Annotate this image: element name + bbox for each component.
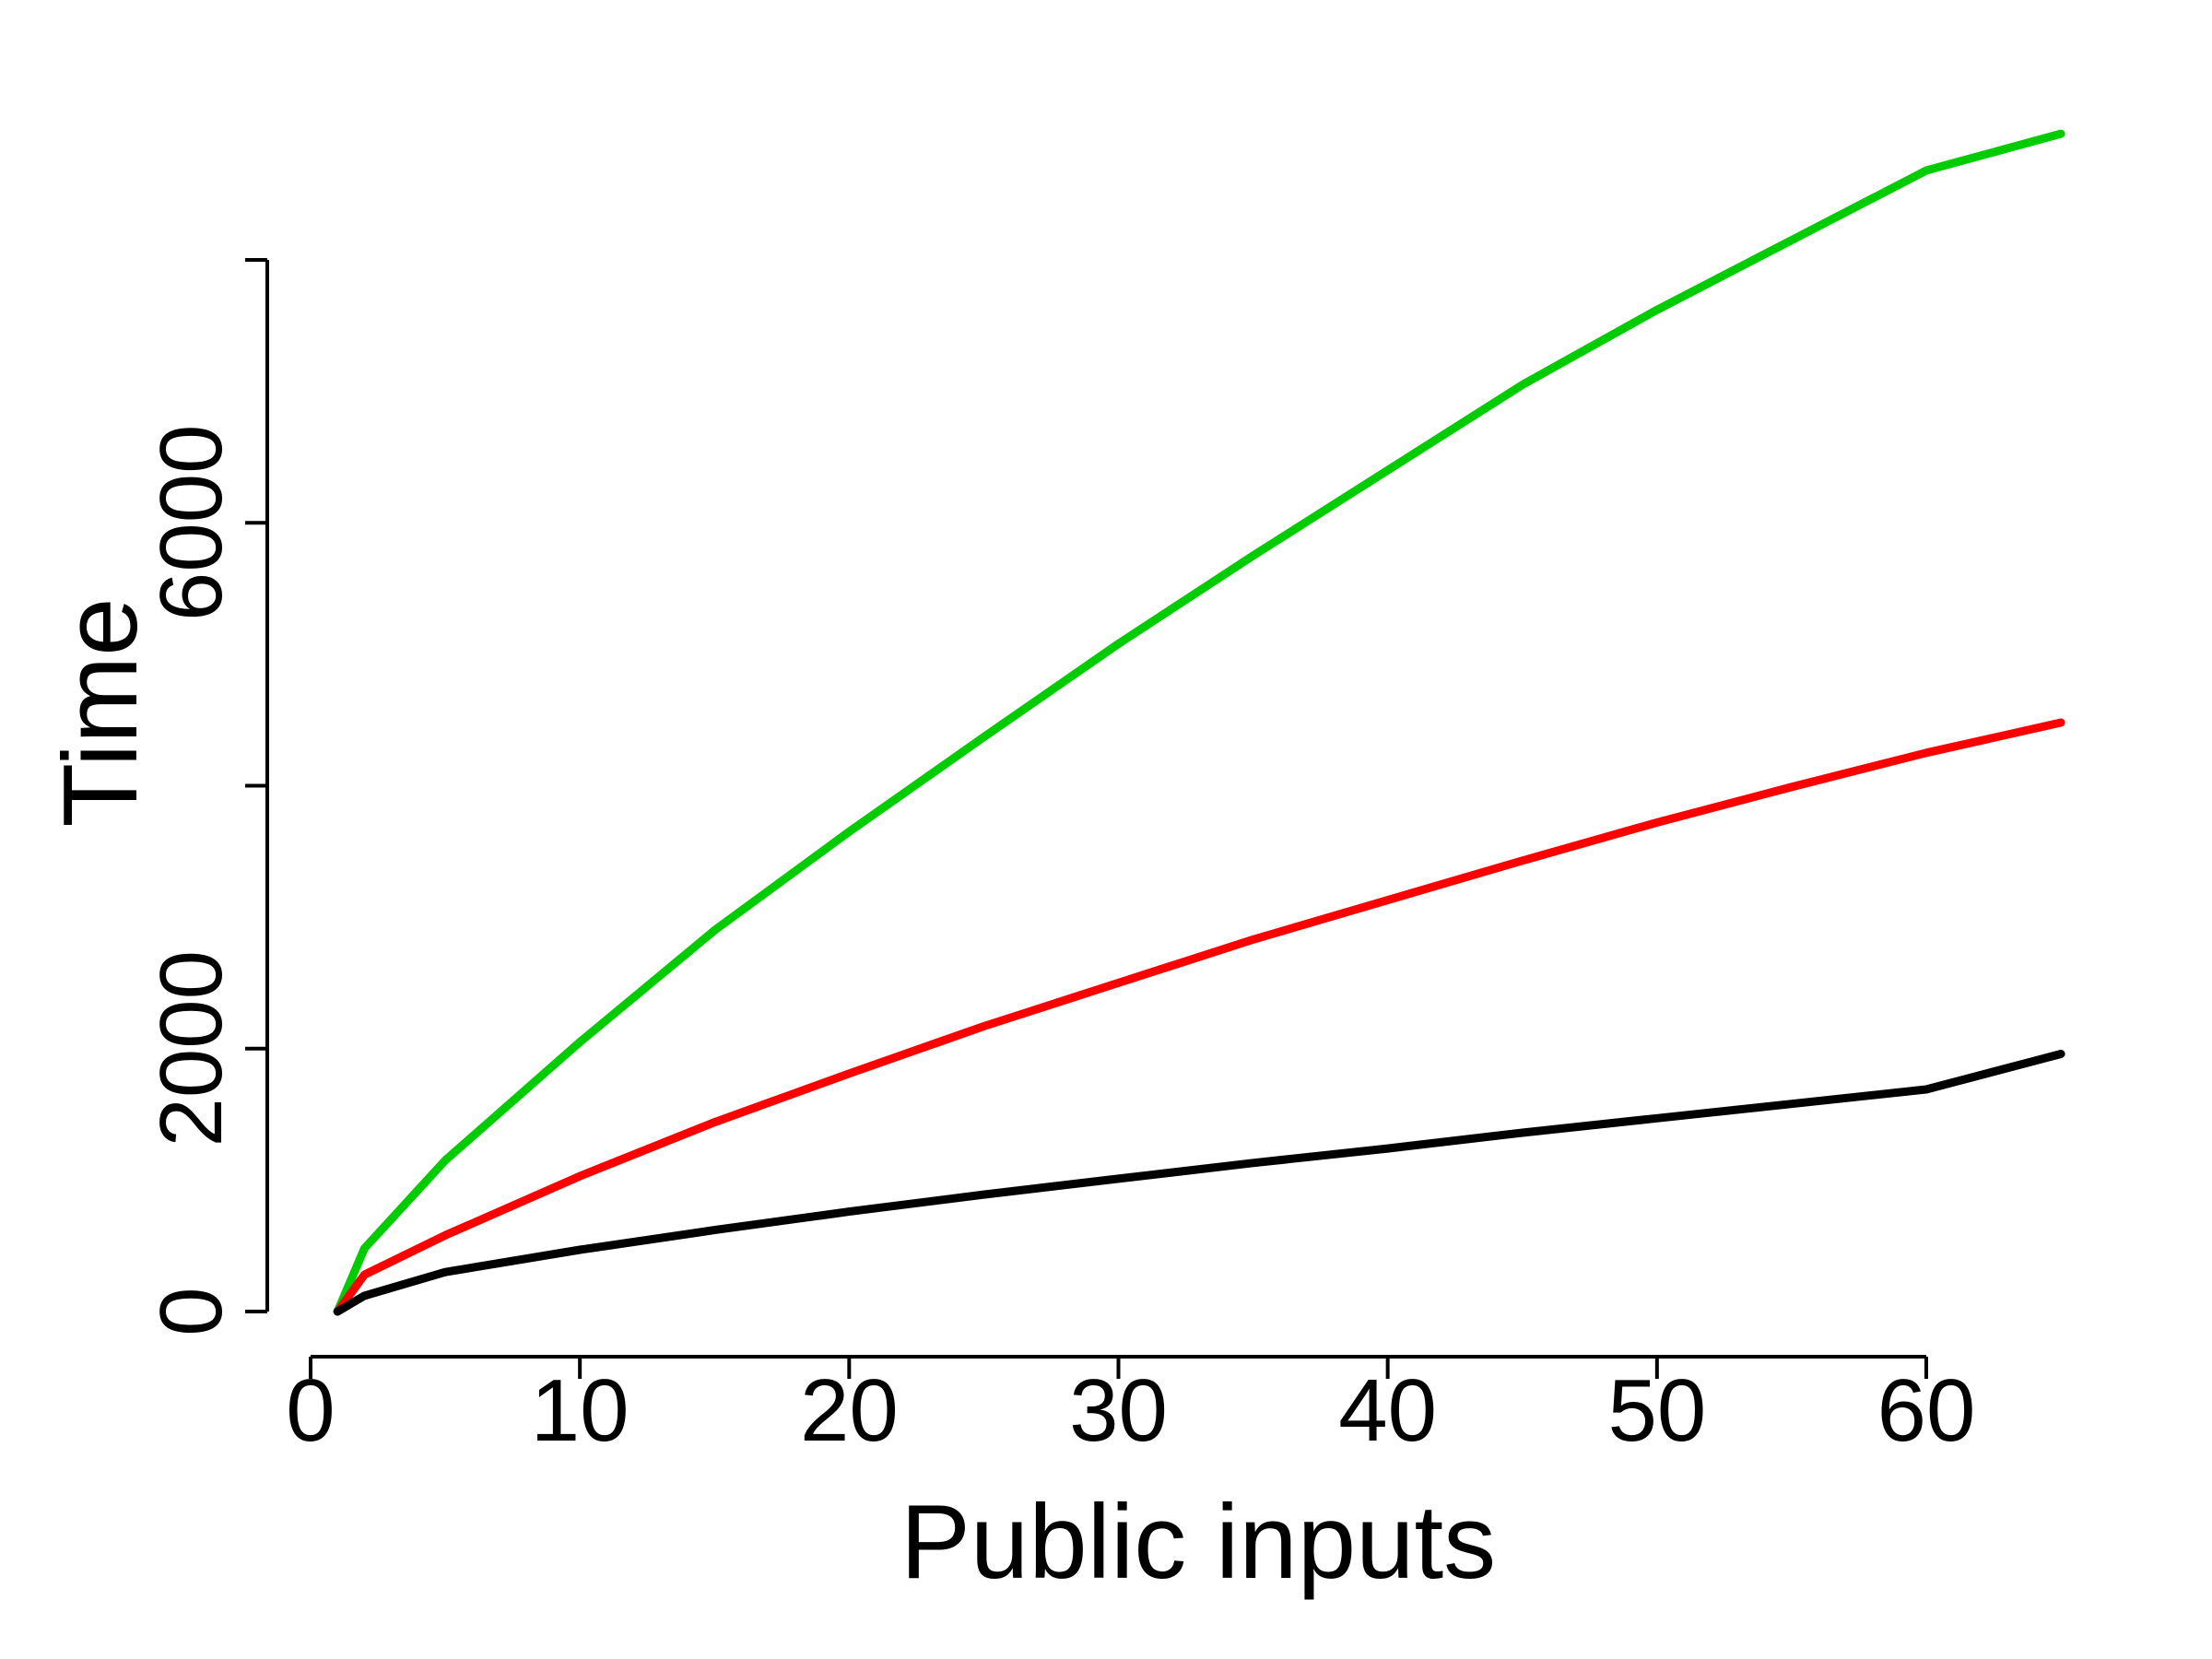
x-tick-label: 20 bbox=[800, 1361, 899, 1460]
y-tick-label: 2000 bbox=[142, 950, 241, 1147]
x-tick-label: 60 bbox=[1877, 1361, 1976, 1460]
x-axis: 0 10 20 30 40 50 60 bbox=[286, 1355, 1976, 1460]
y-axis-label: Time bbox=[42, 597, 159, 827]
x-tick-label: 30 bbox=[1069, 1361, 1168, 1460]
series-line-3 bbox=[333, 1050, 2065, 1316]
x-tick-label: 10 bbox=[531, 1361, 629, 1460]
y-axis: 0 2000 6000 bbox=[142, 258, 269, 1336]
series-group bbox=[333, 129, 2065, 1316]
series-line-1 bbox=[333, 129, 2065, 1316]
x-tick-label: 40 bbox=[1338, 1361, 1437, 1460]
x-axis-label: Public inputs bbox=[900, 1484, 1496, 1601]
x-tick-label: 50 bbox=[1607, 1361, 1706, 1460]
y-tick-label: 0 bbox=[142, 1287, 241, 1335]
x-tick-label: 0 bbox=[286, 1361, 335, 1460]
y-tick-label: 6000 bbox=[142, 424, 241, 621]
series-line-2 bbox=[333, 718, 2065, 1316]
